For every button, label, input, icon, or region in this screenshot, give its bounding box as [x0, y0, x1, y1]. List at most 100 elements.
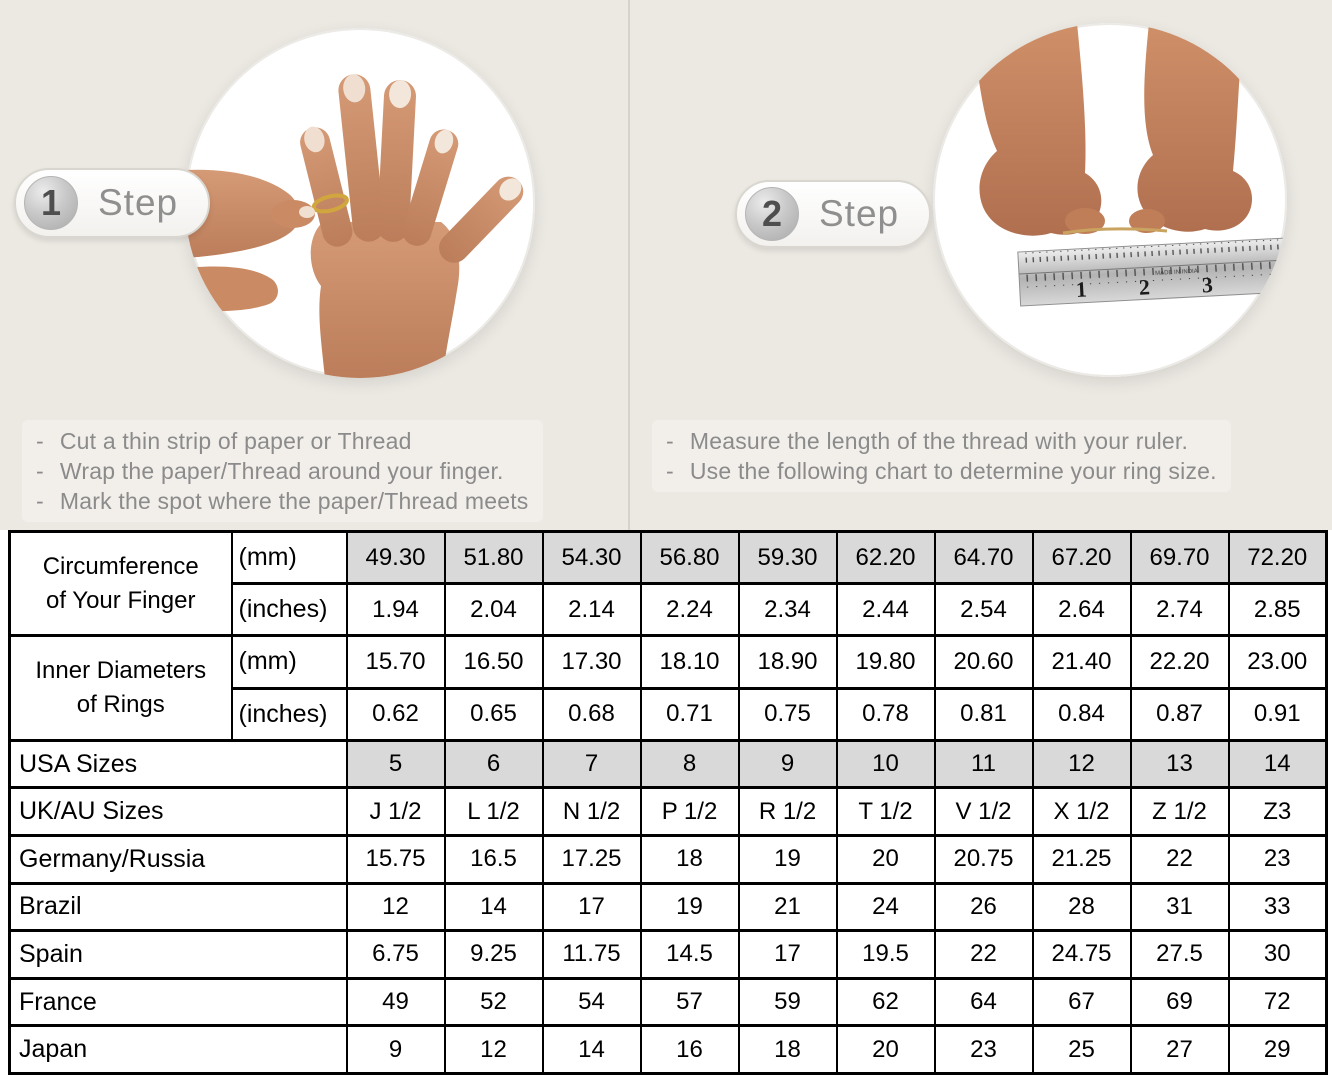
step2-number: 2 — [745, 187, 799, 241]
size-cell: 16 — [639, 1024, 740, 1075]
size-cell: 33 — [1227, 881, 1328, 933]
size-cell: 28 — [1031, 881, 1132, 933]
row-label: Spain — [8, 929, 348, 980]
ruler-number: 2 — [1138, 274, 1150, 300]
measuring-illustration: 1 2 3 MADE IN INDIA — [971, 23, 1287, 307]
table-row: Inner Diameters of Rings (mm) 15.70 16.50 17.… — [8, 634, 1328, 742]
size-cell: 2.24 — [639, 582, 740, 638]
step1-panel: 1 Step - Cut a thin strip of paper or Th… — [0, 0, 628, 530]
size-cell: 15.70 — [345, 634, 446, 690]
size-cell: 23 — [1227, 833, 1328, 885]
size-cell: 1.94 — [345, 582, 446, 638]
size-cell: 59 — [737, 976, 838, 1028]
size-cell: 0.87 — [1129, 686, 1230, 742]
size-cell: J 1/2 — [345, 786, 446, 837]
size-cell: 14.5 — [639, 929, 740, 980]
instruction-item: - Mark the spot where the paper/Thread m… — [36, 486, 529, 516]
table-row: (inches) 1.94 2.04 2.14 2.24 2.34 2.44 2.54 2.64… — [10, 582, 1328, 638]
size-cell: 2.64 — [1031, 582, 1132, 638]
size-cell: L 1/2 — [443, 786, 544, 837]
size-table: Circumference of Your Finger (mm) 49.30 51.8… — [8, 529, 1328, 1075]
size-cell: 24.75 — [1031, 929, 1132, 980]
bullet-dash: - — [666, 458, 674, 484]
size-cell: 22 — [933, 929, 1034, 980]
size-cell: 30 — [1227, 929, 1328, 980]
instruction-item: - Wrap the paper/Thread around your fing… — [36, 456, 529, 486]
size-cell: 19 — [639, 881, 740, 933]
size-cell: 27 — [1129, 1024, 1230, 1075]
right-hand-shape — [1137, 23, 1253, 232]
right-pinch-finger — [1129, 209, 1165, 233]
size-cell: 29 — [1227, 1024, 1328, 1075]
size-cell: 19.5 — [835, 929, 936, 980]
instruction-item: - Use the following chart to determine y… — [666, 456, 1217, 486]
size-cell: 20 — [835, 833, 936, 885]
size-cell: 0.65 — [443, 686, 544, 742]
size-cell: 0.81 — [933, 686, 1034, 742]
size-cell: 17 — [737, 929, 838, 980]
ruler-made-in-text: MADE IN INDIA — [1155, 269, 1198, 277]
step1-label: Step — [98, 182, 179, 223]
size-cell: 56.80 — [639, 529, 740, 586]
table-row: Germany/Russia 15.75 16.5 17.25 18 19 20 20.75 2… — [8, 833, 1328, 885]
size-cell: 14 — [1227, 738, 1328, 790]
instruction-text: Wrap the paper/Thread around your finger… — [59, 458, 504, 484]
size-cell: 0.75 — [737, 686, 838, 742]
table-row: UK/AU Sizes J 1/2 L 1/2 N 1/2 P 1/2 R 1/2 T 1/… — [8, 786, 1328, 837]
bullet-dash: - — [36, 488, 44, 514]
size-cell: 10 — [835, 738, 936, 790]
unit-label: (inches) — [230, 686, 348, 742]
row-label: USA Sizes — [8, 738, 348, 790]
size-cell: 23 — [933, 1024, 1034, 1075]
ruler-illustration: 1 2 3 MADE IN INDIA — [1017, 236, 1287, 307]
size-cell: 14 — [443, 881, 544, 933]
size-cell: 12 — [345, 881, 446, 933]
size-cell: R 1/2 — [737, 786, 838, 837]
size-cell: 25 — [1031, 1024, 1132, 1075]
helper-thumb-shape — [185, 266, 278, 312]
row-group-label: Circumference of Your Finger — [8, 529, 233, 638]
size-cell: 12 — [1031, 738, 1132, 790]
thumb — [439, 176, 524, 263]
size-cell: 21.25 — [1031, 833, 1132, 885]
size-cell: 2.74 — [1129, 582, 1230, 638]
gold-ring-icon — [311, 193, 349, 214]
hand-illustration — [185, 74, 524, 378]
size-cell: Z 1/2 — [1129, 786, 1230, 837]
size-cell: P 1/2 — [639, 786, 740, 837]
hand-with-ring-image — [185, 28, 535, 378]
size-cell: 11 — [933, 738, 1034, 790]
size-cell: T 1/2 — [835, 786, 936, 837]
pinky-finger — [402, 129, 459, 246]
size-cell: 20.60 — [933, 634, 1034, 690]
size-cell: 0.78 — [835, 686, 936, 742]
size-cell: 49.30 — [345, 529, 446, 586]
instruction-item: - Cut a thin strip of paper or Thread — [36, 426, 529, 456]
size-cell: Z3 — [1227, 786, 1328, 837]
size-cell: 0.91 — [1227, 686, 1328, 742]
size-cell: 20 — [835, 1024, 936, 1075]
size-cell: 69 — [1129, 976, 1230, 1028]
size-chart-section: Circumference of Your Finger (mm) 49.30 51.8… — [8, 529, 1328, 1075]
size-cell: 67 — [1031, 976, 1132, 1028]
table-row: USA Sizes 5 6 7 8 9 10 11 12 13 14 — [8, 738, 1328, 790]
ruler-inch-ticks — [1025, 260, 1287, 288]
size-table-body: Circumference of Your Finger (mm) 49.30 51.8… — [8, 529, 1328, 1075]
ruler-mm-ticks — [1023, 238, 1287, 263]
size-cell: X 1/2 — [1031, 786, 1132, 837]
size-cell: 69.70 — [1129, 529, 1230, 586]
size-cell: 21 — [737, 881, 838, 933]
size-cell: 57 — [639, 976, 740, 1028]
row-group-label: Inner Diameters of Rings — [8, 634, 233, 742]
ring-finger — [300, 126, 353, 247]
size-cell: 0.68 — [541, 686, 642, 742]
bullet-dash: - — [666, 428, 674, 454]
size-cell: 72 — [1227, 976, 1328, 1028]
size-cell: 20.75 — [933, 833, 1034, 885]
table-row: Brazil 12 14 17 19 21 24 26 28 31 33 — [8, 881, 1328, 933]
size-cell: 16.50 — [443, 634, 544, 690]
size-cell: 67.20 — [1031, 529, 1132, 586]
size-cell: 26 — [933, 881, 1034, 933]
size-cell: 2.04 — [443, 582, 544, 638]
size-cell: 51.80 — [443, 529, 544, 586]
